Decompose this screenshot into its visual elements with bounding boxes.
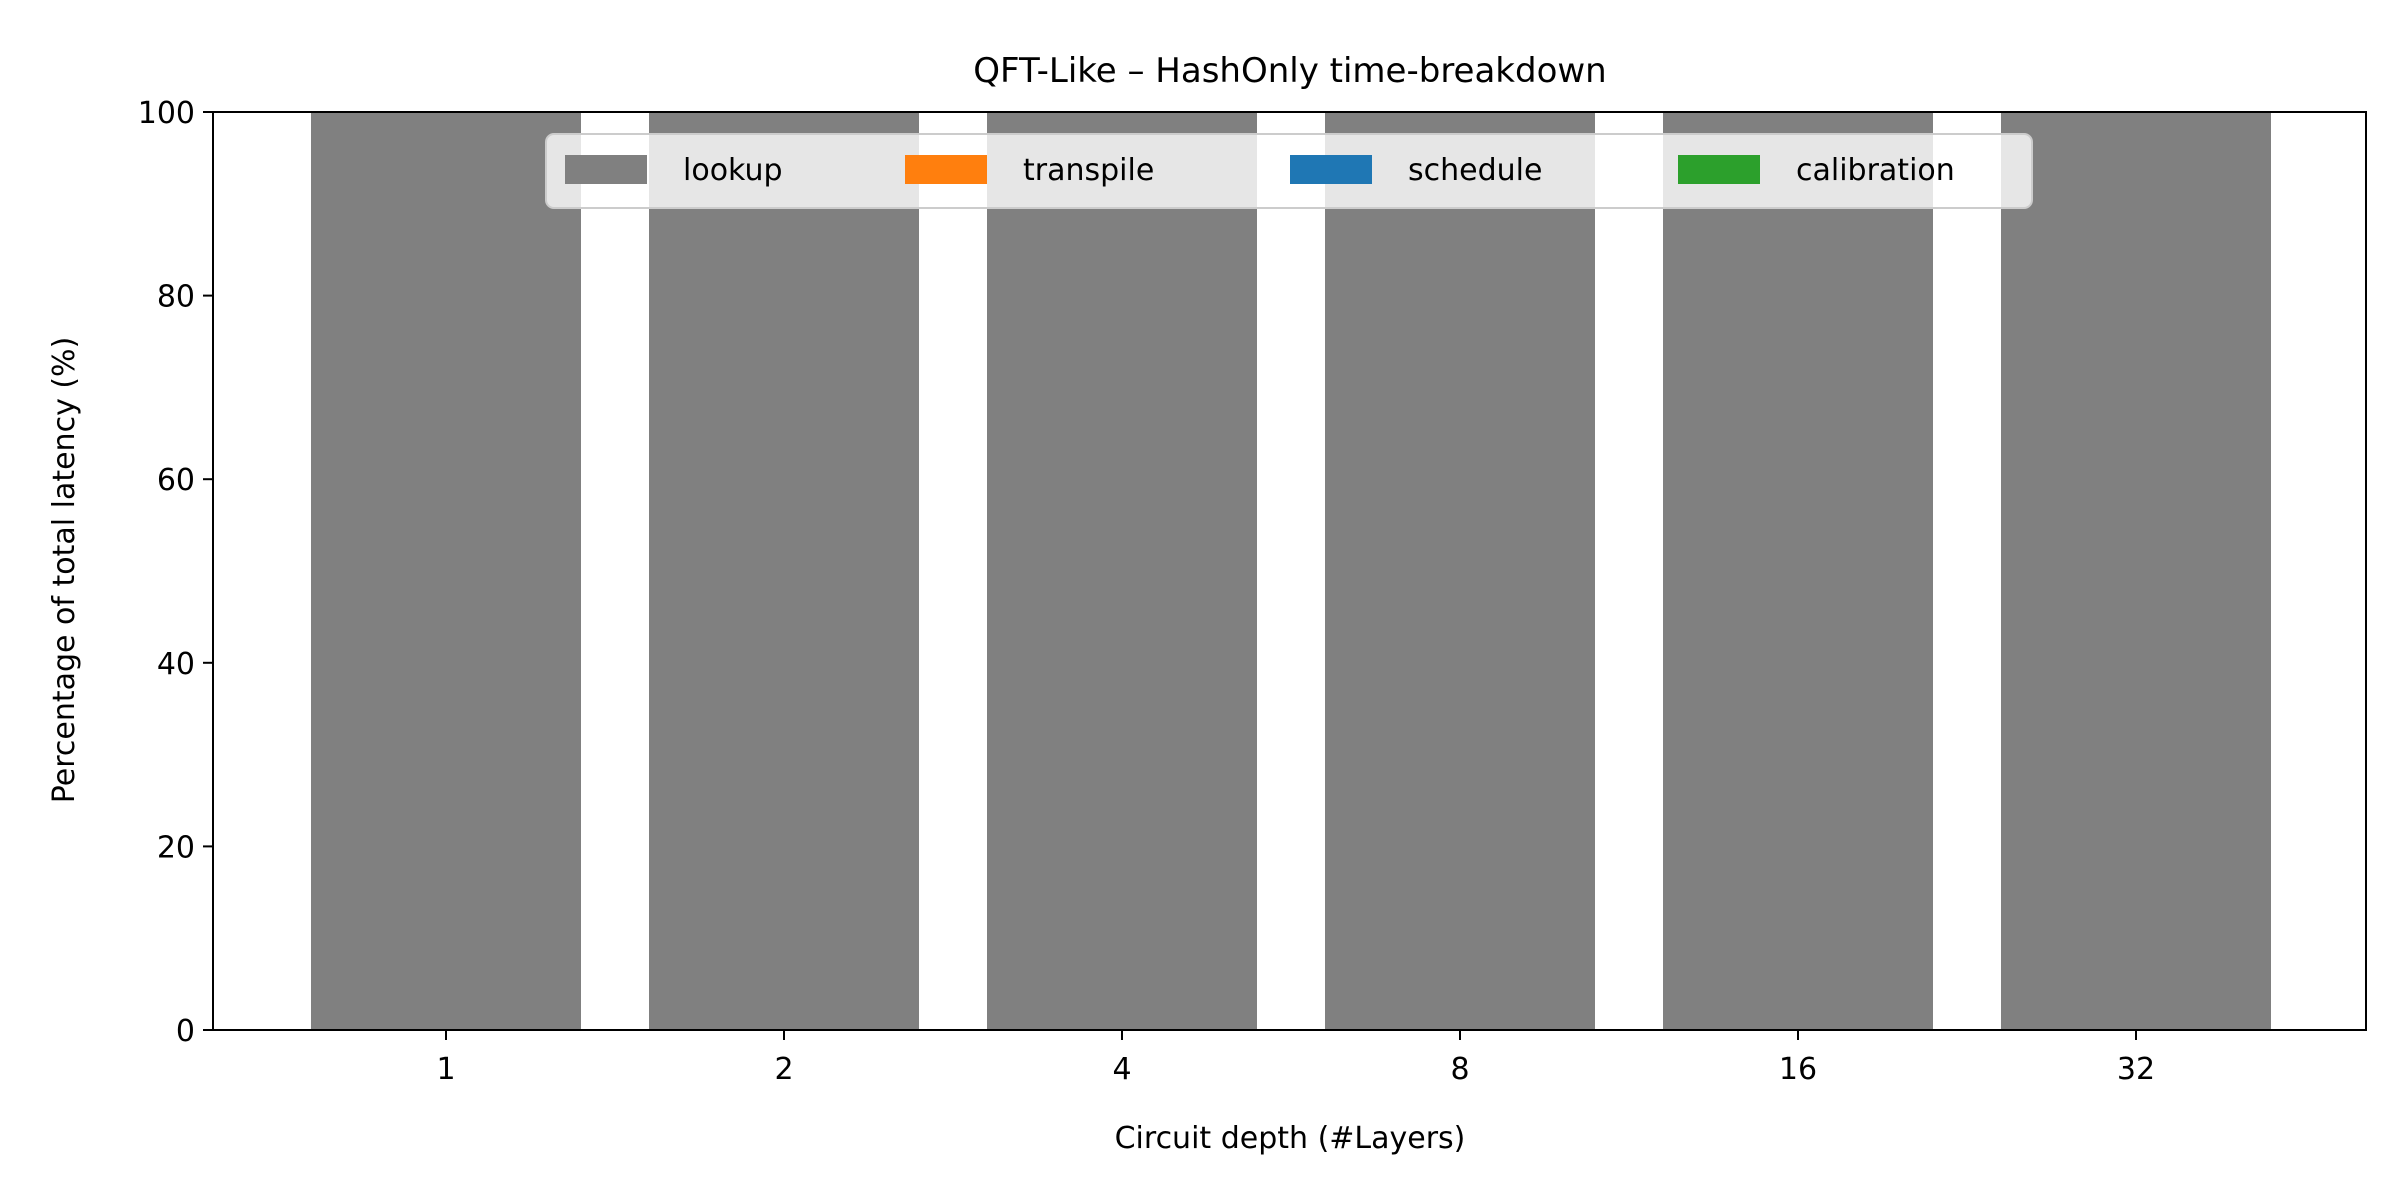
- y-tick-label: 40: [157, 647, 195, 682]
- x-axis-label: Circuit depth (#Layers): [1115, 1121, 1466, 1156]
- legend-label-transpile: transpile: [1023, 153, 1154, 188]
- x-tick-label: 16: [1779, 1052, 1817, 1087]
- legend-box: [545, 133, 2033, 209]
- x-tick-label: 4: [1112, 1052, 1131, 1087]
- legend-swatch-calibration: [1678, 155, 1760, 184]
- x-tick-label: 8: [1450, 1052, 1469, 1087]
- legend-swatch-lookup: [565, 155, 647, 184]
- legend-swatch-transpile: [905, 155, 987, 184]
- legend-label-schedule: schedule: [1408, 153, 1542, 188]
- chart-title: QFT-Like – HashOnly time-breakdown: [973, 51, 1606, 91]
- legend-label-lookup: lookup: [683, 153, 783, 188]
- x-tick-label: 1: [436, 1052, 455, 1087]
- y-tick-label: 100: [138, 96, 195, 131]
- y-tick-label: 0: [176, 1014, 195, 1049]
- bar-lookup-2: [649, 112, 919, 1030]
- plot-area: 0 20 40 60 80 100 1 2 4 8 16 32: [138, 96, 2367, 1087]
- bar-lookup-1: [311, 112, 581, 1030]
- bar-lookup-8: [1325, 112, 1595, 1030]
- y-axis-label: Percentage of total latency (%): [47, 337, 82, 804]
- legend: lookup transpile schedule calibration: [545, 133, 2033, 209]
- x-tick-label: 32: [2117, 1052, 2155, 1087]
- axes-frame: [212, 111, 2367, 1031]
- y-tick-label: 80: [157, 280, 195, 315]
- bar-lookup-16: [1663, 112, 1933, 1030]
- legend-label-calibration: calibration: [1796, 153, 1955, 188]
- x-tick-label: 2: [774, 1052, 793, 1087]
- legend-swatch-schedule: [1290, 155, 1372, 184]
- bar-lookup-4: [987, 112, 1257, 1030]
- y-tick-label: 20: [157, 830, 195, 865]
- y-tick-label: 60: [157, 463, 195, 498]
- bar-lookup-32: [2001, 112, 2271, 1030]
